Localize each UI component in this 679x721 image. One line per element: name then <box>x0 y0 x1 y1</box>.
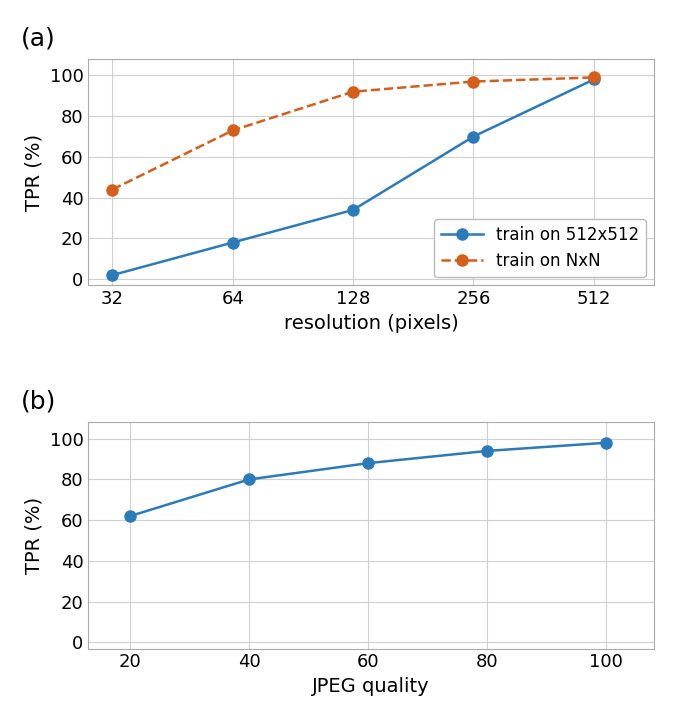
train on 512x512 <box>108 271 116 280</box>
Line: train on NxN: train on NxN <box>107 72 600 195</box>
train on NxN <box>108 185 116 194</box>
X-axis label: JPEG quality: JPEG quality <box>312 677 430 696</box>
Y-axis label: TPR (%): TPR (%) <box>25 133 44 211</box>
Line: train on 512x512: train on 512x512 <box>107 74 600 280</box>
train on NxN <box>229 126 237 135</box>
train on 512x512 <box>349 205 357 214</box>
train on NxN <box>590 73 598 81</box>
Y-axis label: TPR (%): TPR (%) <box>25 497 44 574</box>
train on NxN <box>349 87 357 96</box>
Text: (a): (a) <box>20 26 55 50</box>
Legend: train on 512x512, train on NxN: train on 512x512, train on NxN <box>434 219 646 277</box>
X-axis label: resolution (pixels): resolution (pixels) <box>284 314 458 332</box>
Text: (b): (b) <box>20 389 56 413</box>
train on 512x512 <box>229 238 237 247</box>
train on NxN <box>469 77 477 86</box>
train on 512x512 <box>469 132 477 141</box>
train on 512x512 <box>590 75 598 84</box>
